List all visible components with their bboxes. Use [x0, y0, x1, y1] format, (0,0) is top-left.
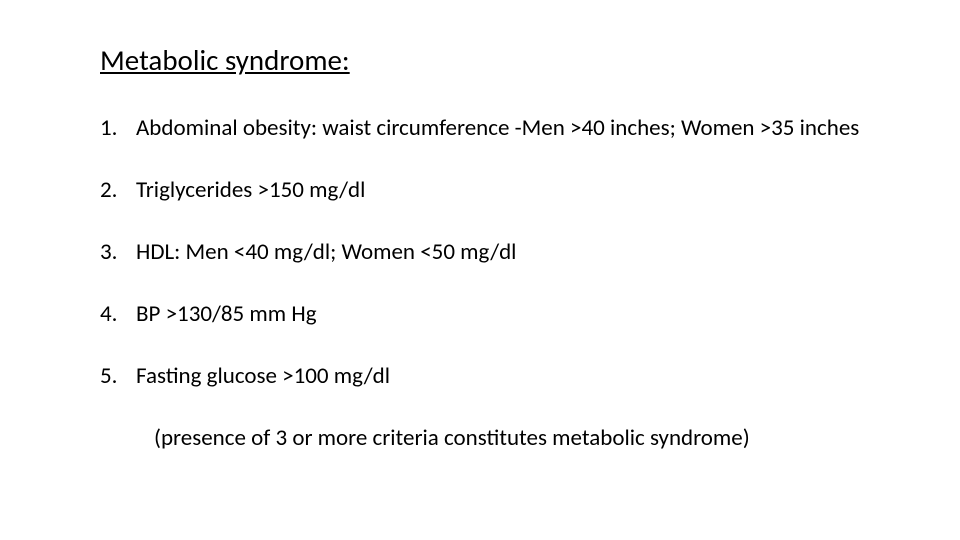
- list-item: BP >130/85 mm Hg: [100, 300, 960, 328]
- list-item: Triglycerides >150 mg/dl: [100, 176, 960, 204]
- list-item: Abdominal obesity: waist circumference -…: [100, 114, 960, 142]
- list-item: Fasting glucose >100 mg/dl: [100, 362, 960, 390]
- criteria-list: Abdominal obesity: waist circumference -…: [100, 114, 960, 390]
- page-title: Metabolic syndrome:: [100, 42, 960, 78]
- list-item: HDL: Men <40 mg/dl; Women <50 mg/dl: [100, 238, 960, 266]
- footer-note: (presence of 3 or more criteria constitu…: [100, 424, 960, 452]
